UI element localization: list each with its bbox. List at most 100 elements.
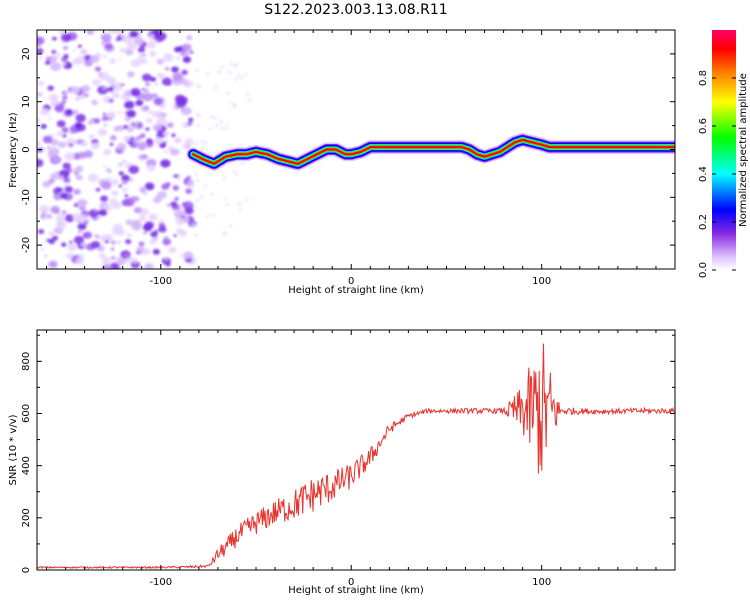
noise-blob: [127, 128, 131, 131]
colorbar-tick-label: 0.0: [698, 262, 709, 278]
noise-blob: [170, 201, 178, 208]
noise-blob: [55, 219, 67, 229]
noise-blob: [48, 117, 52, 121]
noise-blob: [80, 48, 88, 55]
noise-blob: [98, 209, 108, 217]
noise-blob: [121, 187, 128, 193]
noise-blob: [144, 221, 155, 229]
noise-blob: [64, 214, 75, 223]
noise-speck: [215, 124, 219, 127]
noise-blob: [56, 188, 61, 192]
noise-blob: [126, 233, 133, 238]
noise-blob: [95, 187, 101, 192]
noise-blob: [109, 78, 117, 85]
noise-blob: [81, 84, 91, 93]
noise-blob: [68, 143, 74, 148]
snr-xtick-label: 100: [532, 577, 551, 588]
noise-blob: [102, 54, 108, 59]
noise-blob: [163, 53, 174, 62]
noise-blob: [110, 247, 115, 251]
noise-blob: [55, 171, 59, 174]
noise-blob: [111, 179, 119, 186]
noise-blob: [142, 92, 153, 102]
noise-blob: [68, 240, 73, 244]
noise-blob: [126, 71, 135, 78]
noise-blob: [87, 120, 94, 126]
noise-blob: [37, 147, 43, 153]
noise-blob: [164, 258, 168, 261]
figure-title: S122.2023.003.13.08.R11: [264, 2, 447, 18]
noise-blob: [184, 178, 189, 182]
noise-blob: [109, 262, 120, 269]
noise-blob: [72, 48, 77, 52]
snr-frame: [36, 329, 676, 571]
noise-blob: [107, 111, 116, 119]
noise-blob: [110, 240, 116, 245]
noise-blob: [75, 97, 80, 101]
noise-blob: [111, 92, 120, 99]
snr-ytick-label: 800: [21, 352, 32, 371]
noise-blob: [56, 131, 64, 137]
noise-blob: [102, 112, 107, 116]
noise-blob: [108, 98, 114, 103]
noise-speck: [209, 127, 213, 131]
noise-blob: [51, 235, 59, 241]
noise-blob: [37, 48, 44, 55]
noise-blob: [184, 138, 194, 146]
noise-speck: [196, 84, 200, 88]
noise-speck: [245, 92, 249, 95]
noise-blob: [37, 117, 41, 123]
noise-blob: [90, 241, 101, 249]
snr-xtick-label: 0: [348, 577, 354, 588]
noise-blob: [156, 73, 161, 76]
noise-blob: [138, 53, 144, 58]
colorbar-tick-label: 0.2: [698, 214, 709, 230]
noise-blob: [40, 123, 47, 129]
noise-blob: [118, 57, 123, 61]
noise-blob: [102, 233, 114, 243]
snr-ytick-label: 600: [21, 404, 32, 423]
noise-blob: [152, 123, 162, 131]
snr-ticks: -100 0 100 0 200 400 600 800: [21, 330, 676, 588]
noise-blob: [101, 130, 105, 134]
noise-blob: [111, 227, 121, 235]
noise-blob: [78, 90, 83, 94]
noise-blob: [63, 45, 69, 51]
noise-blob: [44, 254, 48, 258]
spectrogram-xlabel: Height of straight line (km): [288, 285, 424, 296]
noise-blob: [90, 142, 100, 150]
noise-blob: [125, 219, 134, 226]
noise-blob: [118, 184, 123, 188]
noise-blob: [175, 56, 181, 60]
noise-speck: [233, 65, 237, 68]
noise-speck: [240, 77, 244, 80]
spectrogram-xtick-label: 100: [532, 276, 551, 287]
noise-speck: [243, 73, 247, 76]
noise-blob: [76, 199, 87, 208]
noise-blob: [108, 30, 118, 34]
noise-blob: [133, 36, 144, 45]
noise-blob: [56, 120, 66, 128]
noise-blob: [188, 117, 194, 122]
noise-blob: [104, 43, 114, 51]
noise-blob: [163, 113, 167, 117]
noise-blob: [109, 142, 114, 147]
colorbar-ticks: 0.0 0.2 0.4 0.6 0.8: [698, 70, 736, 278]
noise-blob: [57, 175, 65, 181]
noise-blob: [139, 242, 145, 247]
noise-blob: [161, 77, 172, 86]
noise-blob: [103, 164, 107, 168]
noise-blob: [159, 143, 166, 149]
noise-blob: [139, 186, 147, 193]
noise-blob: [102, 148, 112, 156]
noise-blob: [61, 62, 66, 66]
noise-blob: [61, 127, 69, 133]
noise-blob: [61, 242, 67, 247]
noise-speck: [240, 161, 244, 165]
noise-blob: [189, 50, 194, 54]
noise-blob: [40, 247, 45, 251]
noise-blob: [132, 257, 137, 262]
noise-blob: [62, 134, 67, 138]
